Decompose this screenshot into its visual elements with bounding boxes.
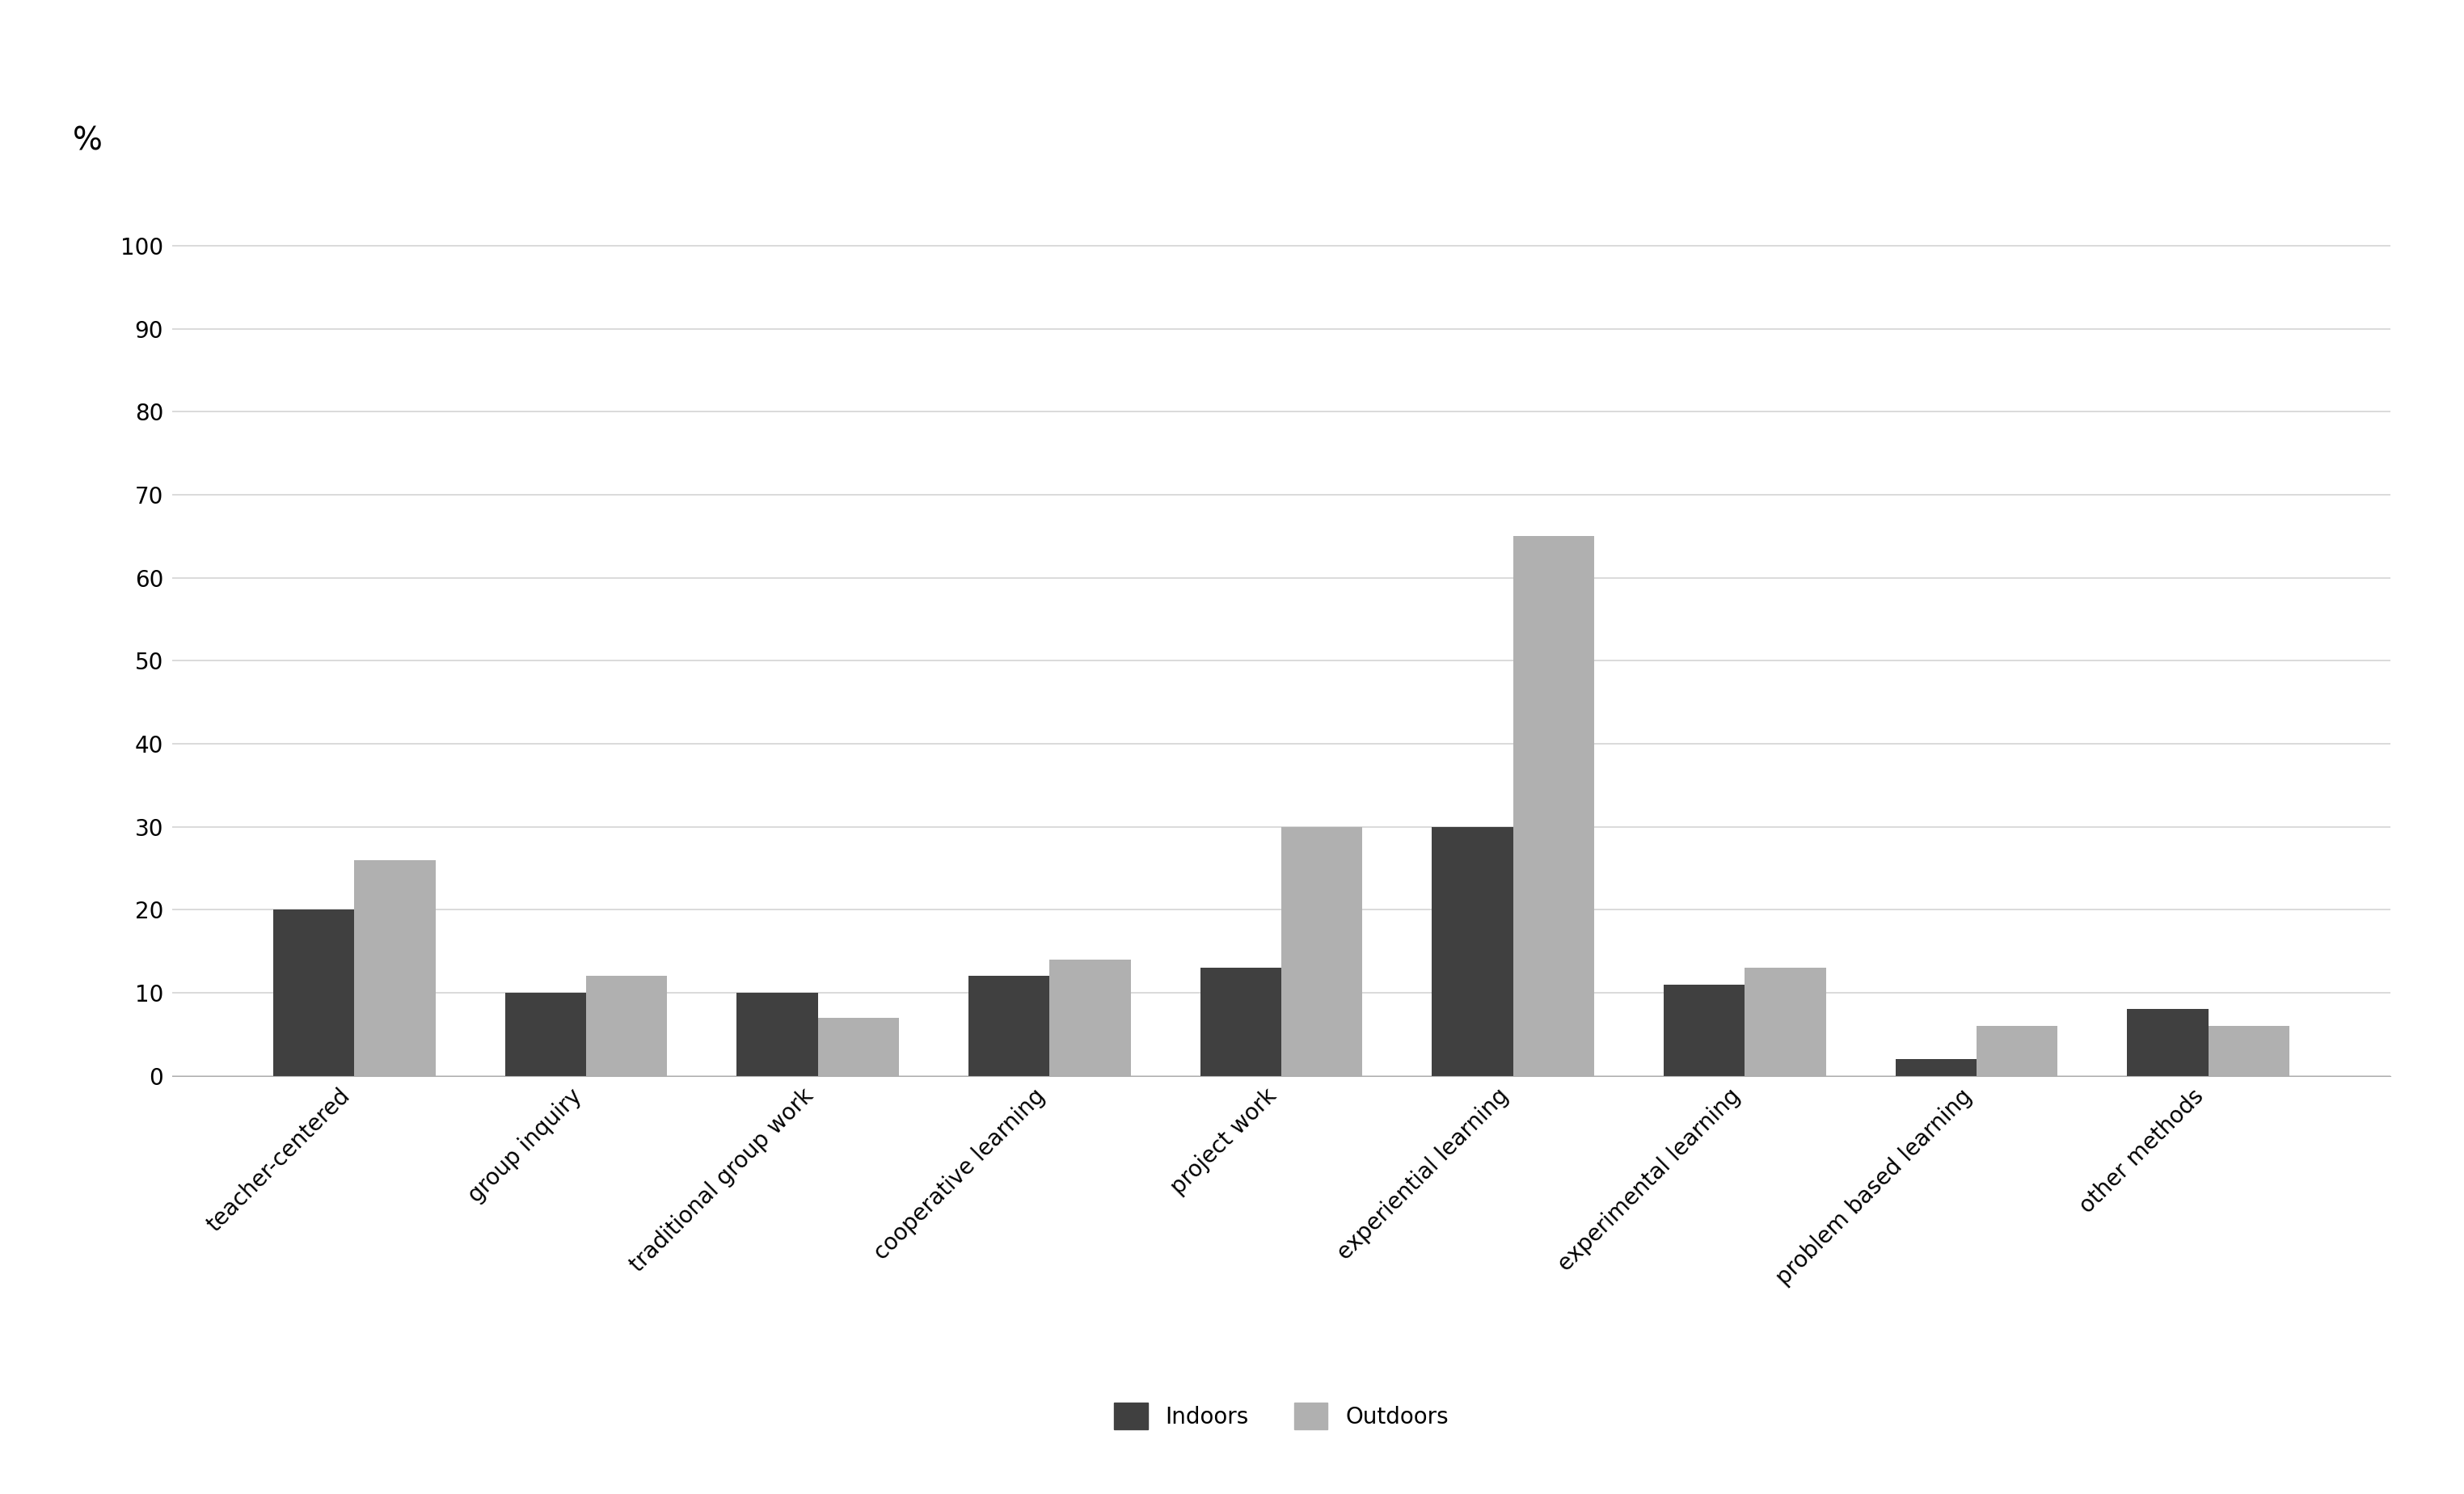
- Bar: [355, 861, 436, 1076]
- Bar: [1281, 826, 1363, 1076]
- Bar: [1895, 1059, 1976, 1076]
- Bar: [818, 1017, 899, 1076]
- Bar: [274, 910, 355, 1076]
- Bar: [968, 976, 1050, 1076]
- Bar: [1745, 968, 1826, 1076]
- Bar: [2126, 1010, 2208, 1076]
- Bar: [2208, 1026, 2289, 1076]
- Text: %: %: [74, 125, 103, 157]
- Bar: [586, 976, 668, 1076]
- Bar: [737, 992, 818, 1076]
- Legend: Indoors, Outdoors: Indoors, Outdoors: [1101, 1391, 1461, 1440]
- Bar: [1976, 1026, 2057, 1076]
- Bar: [1663, 985, 1745, 1076]
- Bar: [1513, 536, 1594, 1076]
- Bar: [1200, 968, 1281, 1076]
- Bar: [505, 992, 586, 1076]
- Bar: [1050, 959, 1131, 1076]
- Bar: [1432, 826, 1513, 1076]
